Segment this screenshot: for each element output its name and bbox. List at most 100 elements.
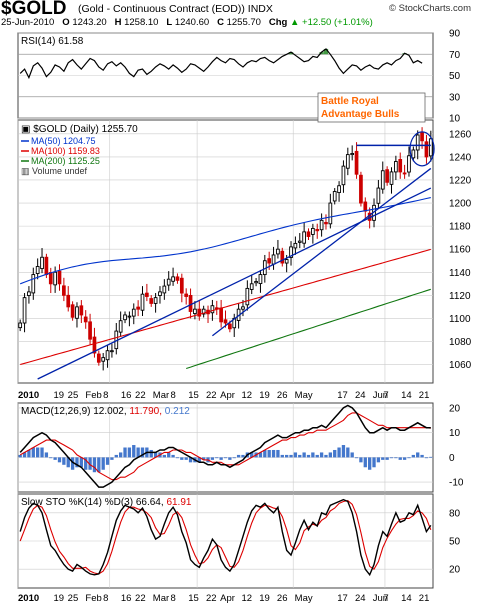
date-axis-label: 19	[259, 390, 270, 401]
date-axis-label: 8	[103, 390, 108, 401]
candle-body	[284, 259, 289, 264]
rsi-tick-label: 50	[449, 71, 461, 82]
candle-body	[92, 336, 97, 354]
macd-histogram-bar	[306, 454, 311, 458]
date-axis-label: 22	[135, 390, 146, 401]
bottom-date-axis-label: 2010	[18, 593, 39, 604]
candle-body	[345, 154, 350, 169]
macd-histogram-bar	[118, 452, 123, 458]
macd-histogram-bar	[136, 447, 140, 458]
header-source[interactable]: © StockCharts.com	[389, 3, 471, 14]
candle-body	[297, 240, 302, 243]
candle-body	[48, 272, 53, 285]
macd-histogram-bar	[44, 452, 49, 458]
candle-body	[44, 256, 49, 276]
candle-body	[398, 158, 403, 173]
bottom-date-axis-label: 24	[355, 593, 366, 604]
bottom-date-axis-label: 26	[277, 593, 288, 604]
volume-label: ▥ Volume undef	[21, 166, 88, 176]
date-axis-label: 12	[241, 390, 252, 401]
candle-body	[385, 169, 389, 183]
candle-body	[88, 321, 92, 340]
rsi-line	[19, 48, 423, 80]
date-axis-label: 25	[68, 390, 79, 401]
macd-tick-label: 20	[449, 403, 461, 414]
macd-histogram-bar	[420, 454, 424, 458]
price-tick-label: 1120	[449, 291, 471, 302]
bottom-date-axis-label: 19	[259, 593, 270, 604]
candle-body	[376, 187, 381, 204]
candle-body	[31, 274, 36, 294]
bottom-date-axis-label: 8	[171, 593, 176, 604]
macd-histogram-bar	[385, 457, 389, 460]
bottom-date-axis-label: 17	[337, 593, 348, 604]
candle-body	[311, 227, 315, 235]
candle-body	[193, 308, 197, 315]
bottom-date-axis-label: Jun	[373, 593, 388, 604]
macd-histogram-bar	[40, 447, 44, 458]
macd-histogram-bar	[92, 457, 97, 473]
low-label: L	[166, 17, 173, 28]
macd-histogram-bar	[333, 449, 337, 458]
candle-body	[245, 287, 250, 306]
macd-histogram-bar	[398, 457, 402, 460]
macd-histogram-bar	[315, 454, 319, 458]
date-axis-label: Mar	[153, 390, 169, 401]
price-tick-label: 1180	[449, 222, 471, 233]
macd-histogram-bar	[97, 457, 101, 473]
macd-histogram-bar	[337, 447, 341, 458]
macd-histogram-bar	[114, 454, 118, 458]
macd-histogram-bar	[271, 449, 276, 458]
quote-date: 25-Jun-2010	[1, 17, 55, 28]
date-axis-label: 8	[171, 390, 176, 401]
macd-histogram-bar	[201, 457, 206, 460]
candle-body	[27, 291, 31, 297]
candle-body	[145, 292, 149, 297]
macd-histogram-bar	[367, 457, 372, 470]
macd-histogram-bar	[319, 452, 324, 458]
macd-histogram-bar	[70, 457, 75, 470]
macd-histogram-bar	[267, 449, 271, 458]
candle-body	[140, 293, 145, 311]
candle-body	[276, 248, 280, 255]
macd-histogram-bar	[62, 457, 66, 465]
candle-body	[415, 134, 420, 151]
candle-body	[424, 141, 429, 158]
date-axis-label: 14	[401, 390, 412, 401]
candle-body	[302, 231, 306, 244]
annotation-box	[317, 92, 426, 123]
bottom-date-axis-label: 15	[188, 593, 199, 604]
candle-body	[389, 171, 394, 185]
macd-histogram-bar	[123, 447, 127, 458]
candle-body	[289, 246, 293, 258]
date-axis-label: 19	[53, 390, 64, 401]
candle-body	[131, 308, 136, 317]
macd-histogram-bar	[381, 457, 385, 460]
macd-histogram-bar	[372, 457, 376, 468]
candle-body	[101, 357, 106, 362]
rsi-tick-label: 30	[449, 92, 461, 103]
support-trendline	[211, 167, 432, 337]
macd-histogram-bar	[276, 449, 280, 458]
macd-histogram-bar	[346, 447, 350, 458]
macd-histogram-bar	[359, 457, 363, 463]
high-value: 1258.10	[124, 17, 159, 28]
macd-histogram-bar	[223, 457, 228, 459]
candle-body	[118, 320, 123, 333]
rsi-tick-label: 90	[449, 29, 461, 40]
price-tick-label: 1140	[449, 268, 471, 279]
macd-panel	[17, 402, 434, 493]
date-axis-label: 24	[355, 390, 366, 401]
candle-body	[201, 308, 206, 315]
macd-histogram-bar	[284, 454, 289, 458]
macd-histogram-bar	[250, 452, 254, 458]
candle-body	[407, 155, 411, 173]
macd-histogram-bar	[263, 449, 267, 458]
stochastic-label: Slow STO %K(14) %D(3) 66.64, 61.91	[21, 497, 192, 508]
macd-histogram-bar	[75, 457, 79, 468]
up-triangle-icon: ▲	[289, 17, 300, 28]
macd-histogram-bar	[84, 457, 88, 470]
candle-body	[249, 283, 254, 290]
candle-body	[258, 274, 263, 285]
